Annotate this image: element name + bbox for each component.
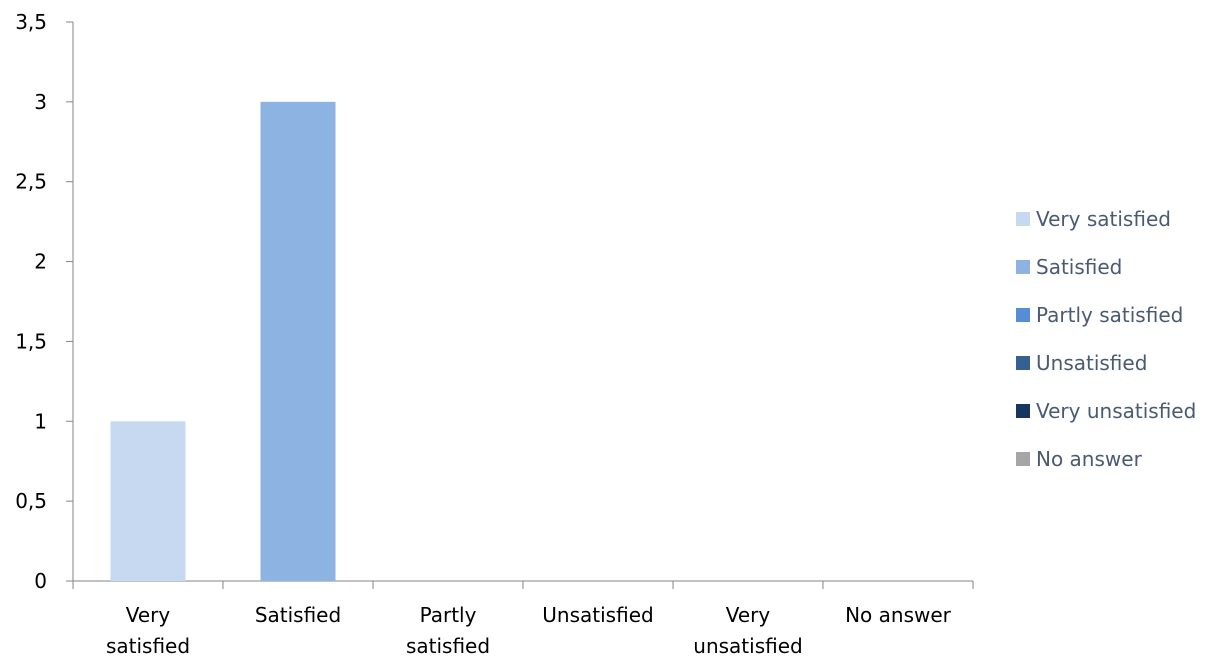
- legend-swatch: [1016, 259, 1030, 274]
- legend-label: Very unsatisfied: [1036, 398, 1197, 423]
- legend-label: Very satisfied: [1036, 206, 1171, 231]
- x-tick-label: Partly satisfied: [406, 603, 490, 658]
- legend-swatch: [1016, 451, 1030, 466]
- x-tick-label: Very satisfied: [106, 603, 190, 658]
- y-tick-label: 1,5: [15, 329, 47, 353]
- legend-swatch: [1016, 211, 1030, 226]
- legend-swatch: [1016, 307, 1030, 322]
- legend-item: Partly satisfied: [1016, 299, 1196, 330]
- y-tick-label: 1: [34, 409, 47, 433]
- y-tick-label: 2: [34, 250, 47, 274]
- y-tick-label: 2,5: [15, 170, 47, 194]
- x-tick-label: No answer: [845, 603, 952, 627]
- y-tick-label: 0,5: [15, 489, 47, 513]
- x-tick-label: Unsatisfied: [542, 603, 653, 627]
- legend: Very satisfied Satisfied Partly satisfied U…: [1016, 203, 1196, 491]
- bar: [110, 421, 186, 581]
- y-tick-label: 3,5: [15, 10, 47, 34]
- bar: [260, 101, 336, 581]
- legend-item: Very satisfied: [1016, 203, 1196, 234]
- legend-label: No answer: [1036, 446, 1142, 471]
- x-tick-label: Very unsatisfied: [693, 603, 802, 658]
- legend-item: Unsatisfied: [1016, 347, 1196, 378]
- x-tick-label: Satisfied: [255, 603, 341, 627]
- legend-item: Satisfied: [1016, 251, 1196, 282]
- legend-label: Satisfied: [1036, 254, 1123, 279]
- legend-swatch: [1016, 403, 1030, 418]
- legend-item: Very unsatisfied: [1016, 395, 1196, 426]
- y-tick-label: 0: [34, 569, 47, 593]
- legend-swatch: [1016, 355, 1030, 370]
- legend-label: Partly satisfied: [1036, 302, 1184, 327]
- legend-label: Unsatisfied: [1036, 350, 1148, 375]
- y-tick-label: 3: [34, 90, 47, 114]
- legend-item: No answer: [1016, 443, 1196, 474]
